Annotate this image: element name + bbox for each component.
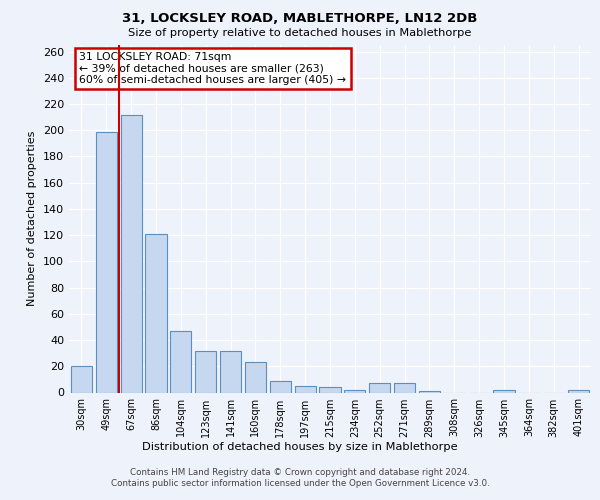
Bar: [220, 350, 241, 393]
Bar: [394, 384, 415, 392]
Bar: [121, 114, 142, 392]
Bar: [419, 391, 440, 392]
Bar: [245, 362, 266, 392]
Bar: [344, 390, 365, 392]
Bar: [493, 390, 515, 392]
Bar: [369, 384, 390, 392]
Bar: [195, 350, 216, 393]
Text: Contains HM Land Registry data © Crown copyright and database right 2024.
Contai: Contains HM Land Registry data © Crown c…: [110, 468, 490, 487]
Y-axis label: Number of detached properties: Number of detached properties: [28, 131, 37, 306]
Text: Distribution of detached houses by size in Mablethorpe: Distribution of detached houses by size …: [142, 442, 458, 452]
Bar: [145, 234, 167, 392]
Bar: [96, 132, 117, 392]
Text: 31, LOCKSLEY ROAD, MABLETHORPE, LN12 2DB: 31, LOCKSLEY ROAD, MABLETHORPE, LN12 2DB: [122, 12, 478, 26]
Bar: [568, 390, 589, 392]
Bar: [319, 388, 341, 392]
Bar: [270, 380, 291, 392]
Text: Size of property relative to detached houses in Mablethorpe: Size of property relative to detached ho…: [128, 28, 472, 38]
Bar: [295, 386, 316, 392]
Text: 31 LOCKSLEY ROAD: 71sqm
← 39% of detached houses are smaller (263)
60% of semi-d: 31 LOCKSLEY ROAD: 71sqm ← 39% of detache…: [79, 52, 346, 85]
Bar: [170, 331, 191, 392]
Bar: [71, 366, 92, 392]
